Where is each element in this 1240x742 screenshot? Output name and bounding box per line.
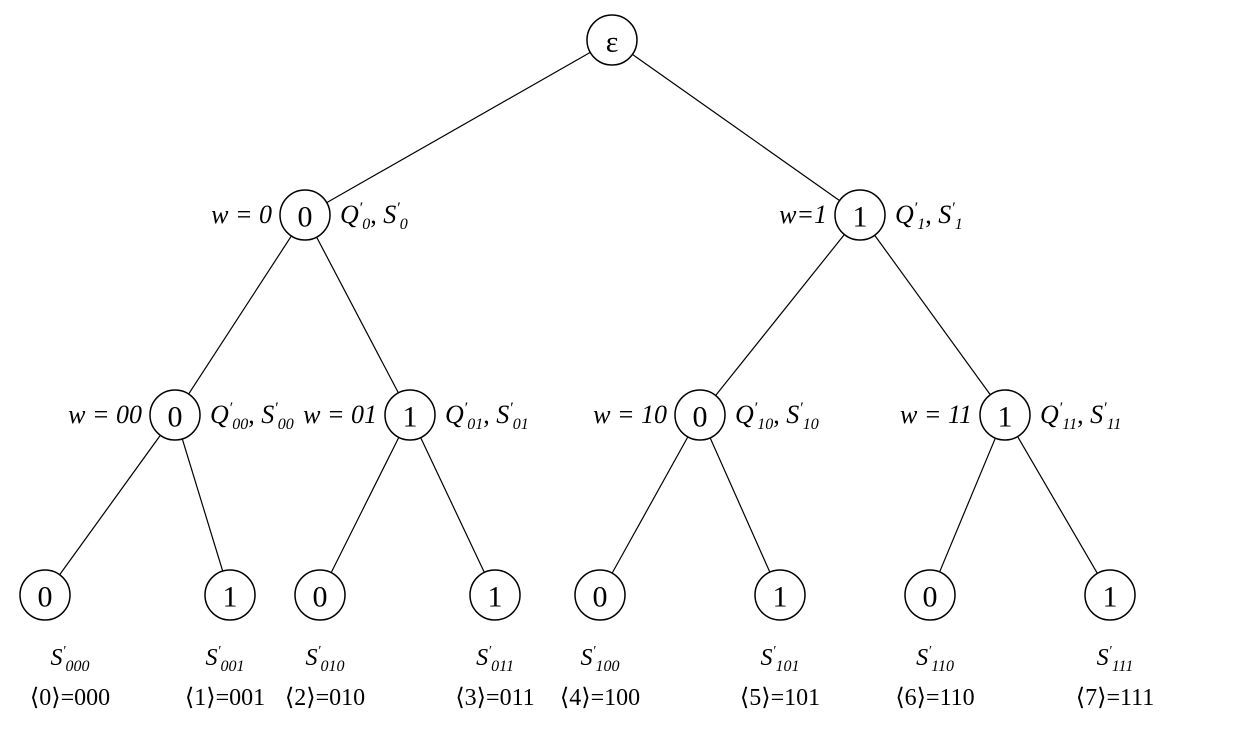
node-left-label-n00: w = 00 bbox=[68, 400, 142, 429]
leaf-angle-label: ⟨0⟩=000 bbox=[30, 685, 110, 711]
tree-edge bbox=[716, 235, 845, 396]
node-right-label-n01: Q′01, S′01 bbox=[445, 400, 529, 433]
leaf-S-label: S′100 bbox=[580, 644, 619, 675]
tree-node-label-l001: 1 bbox=[223, 581, 238, 614]
leaf-S-label: S′011 bbox=[476, 644, 514, 675]
tree-node-label-l000: 0 bbox=[38, 581, 53, 614]
tree-edge bbox=[317, 237, 399, 393]
leaf-angle-label: ⟨7⟩=111 bbox=[1076, 685, 1154, 711]
tree-edge bbox=[875, 235, 991, 395]
tree-node-label-l011: 1 bbox=[488, 581, 503, 614]
tree-node-label-l100: 0 bbox=[593, 581, 608, 614]
node-left-label-n1: w=1 bbox=[779, 200, 827, 229]
tree-edge bbox=[331, 437, 399, 572]
leaf-angle-label: ⟨3⟩=011 bbox=[455, 685, 534, 711]
node-right-label-n11: Q′11, S′11 bbox=[1040, 400, 1121, 433]
leaf-S-label: S′001 bbox=[205, 644, 244, 675]
tree-node-label-l010: 0 bbox=[313, 581, 328, 614]
leaf-S-label: S′000 bbox=[50, 644, 89, 675]
leaf-angle-label: ⟨5⟩=101 bbox=[740, 685, 820, 711]
tree-edge bbox=[940, 438, 996, 572]
tree-node-label-n0: 0 bbox=[298, 201, 313, 234]
tree-node-label-root: ε bbox=[606, 26, 619, 59]
leaf-S-label: S′101 bbox=[760, 644, 799, 675]
node-left-label-n01: w = 01 bbox=[303, 400, 377, 429]
tree-node-label-n11: 1 bbox=[998, 401, 1013, 434]
node-right-label-n1: Q′1, S′1 bbox=[895, 200, 963, 233]
tree-edge bbox=[421, 438, 485, 573]
leaf-S-label: S′010 bbox=[305, 644, 344, 675]
tree-node-label-l101: 1 bbox=[773, 581, 788, 614]
tree-node-label-l111: 1 bbox=[1103, 581, 1118, 614]
leaf-angle-label: ⟨6⟩=110 bbox=[895, 685, 974, 711]
tree-node-label-n01: 1 bbox=[403, 401, 418, 434]
tree-node-label-n1: 1 bbox=[853, 201, 868, 234]
node-left-label-n11: w = 11 bbox=[900, 400, 972, 429]
tree-edge bbox=[182, 439, 222, 571]
leaf-S-label: S′111 bbox=[1097, 644, 1134, 675]
tree-edge bbox=[60, 435, 161, 574]
node-right-label-n00: Q′00, S′00 bbox=[210, 400, 294, 433]
tree-edge bbox=[632, 54, 839, 200]
node-right-label-n10: Q′10, S′10 bbox=[735, 400, 819, 433]
leaf-angle-label: ⟨2⟩=010 bbox=[285, 685, 365, 711]
node-left-label-n0: w = 0 bbox=[211, 200, 272, 229]
tree-node-label-n00: 0 bbox=[168, 401, 183, 434]
leaf-angle-label: ⟨4⟩=100 bbox=[560, 685, 640, 711]
leaf-angle-label: ⟨1⟩=001 bbox=[185, 685, 265, 711]
node-right-label-n0: Q′0, S′0 bbox=[340, 200, 408, 233]
tree-edge bbox=[1018, 437, 1098, 574]
tree-edge bbox=[327, 52, 591, 202]
tree-node-label-l110: 0 bbox=[923, 581, 938, 614]
tree-edge bbox=[189, 236, 292, 394]
tree-node-label-n10: 0 bbox=[693, 401, 708, 434]
tree-edge bbox=[612, 437, 688, 573]
node-left-label-n10: w = 10 bbox=[593, 400, 667, 429]
leaf-S-label: S′110 bbox=[916, 644, 954, 675]
tree-edge bbox=[710, 438, 770, 572]
